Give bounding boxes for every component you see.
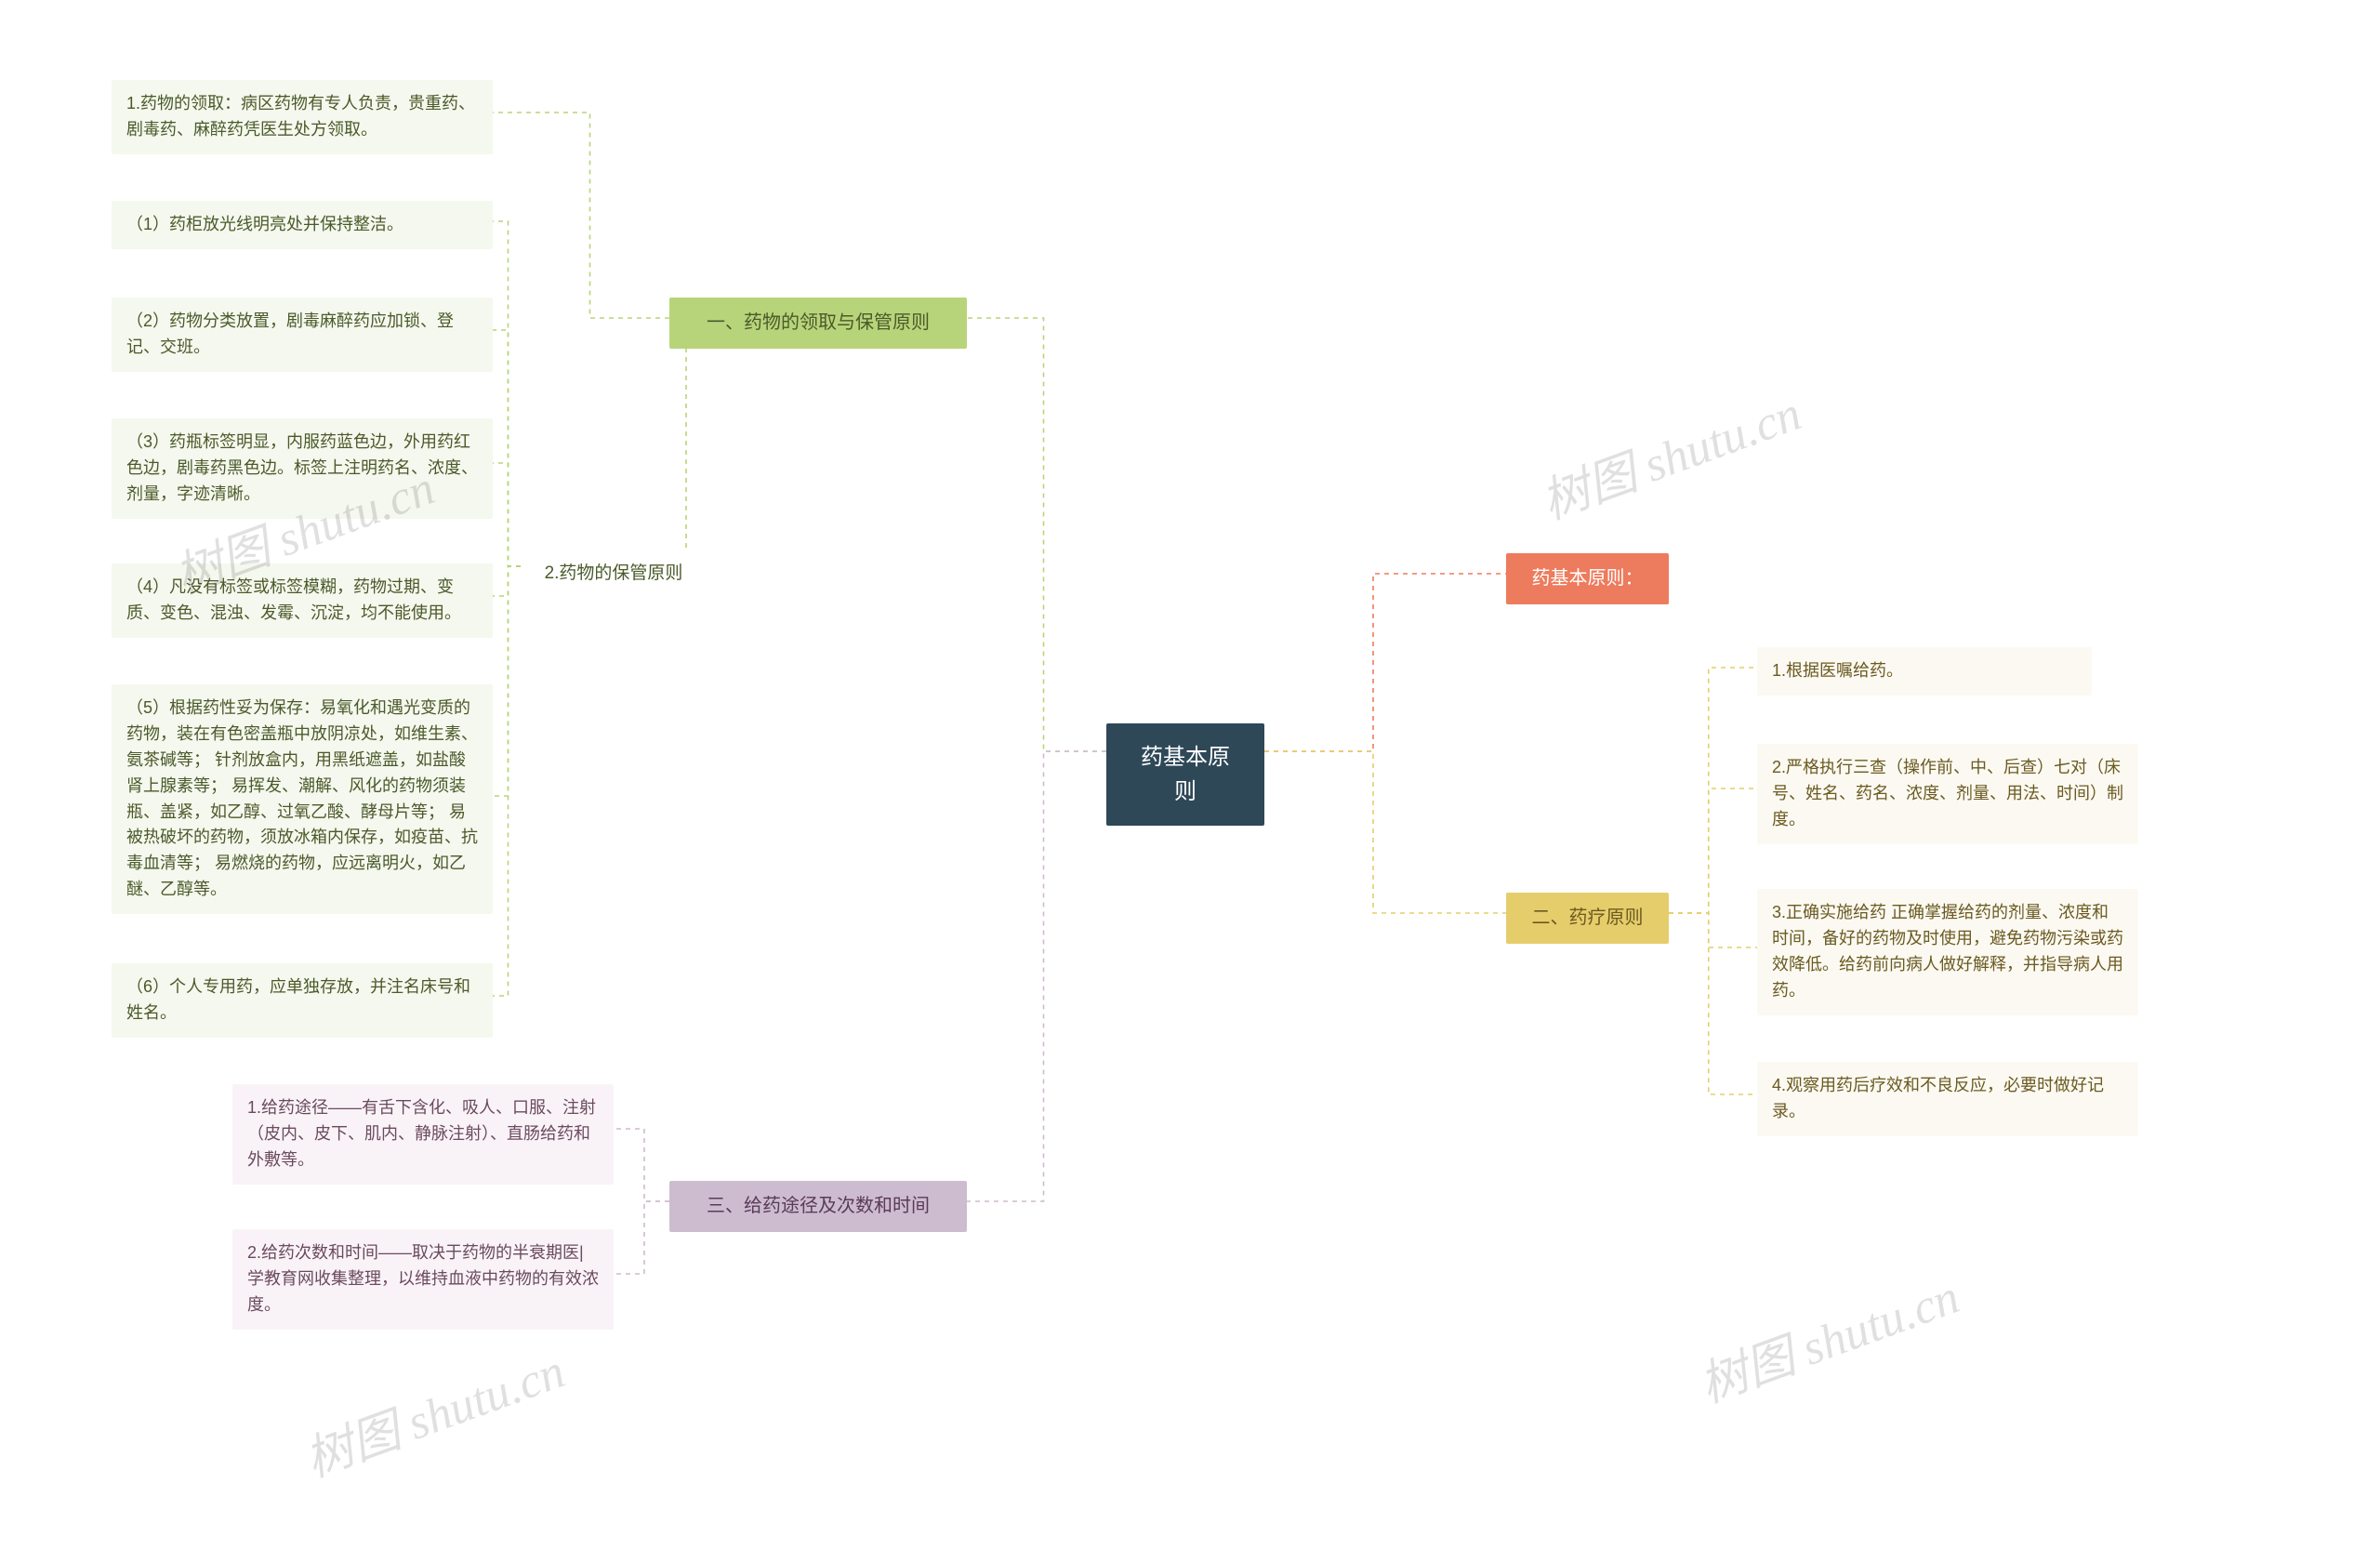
leaf-l1sub-1[interactable]: （2）药物分类放置，剧毒麻醉药应加锁、登记、交班。 [112,298,493,372]
branch-l1[interactable]: 一、药物的领取与保管原则 [669,298,967,349]
leaf-l1sub-4[interactable]: （5）根据药性妥为保存：易氧化和遇光变质的药物，装在有色密盖瓶中放阴凉处，如维生… [112,684,493,914]
mindmap-canvas: 药基本原则 药基本原则： 二、药疗原则 1.根据医嘱给药。 2.严格执行三查（操作前、… [0,0,2380,1550]
leaf-r2-1[interactable]: 2.严格执行三查（操作前、中、后查）七对（床号、姓名、药名、浓度、剂量、用法、时… [1757,744,2138,844]
leaf-l1sub-5[interactable]: （6）个人专用药，应单独存放，并注名床号和姓名。 [112,963,493,1038]
leaf-r2-2[interactable]: 3.正确实施给药 正确掌握给药的剂量、浓度和时间，备好的药物及时使用，避免药物污… [1757,889,2138,1015]
branch-r2[interactable]: 二、药疗原则 [1506,893,1669,944]
leaf-r2-0[interactable]: 1.根据医嘱给药。 [1757,647,2092,696]
leaf-r2-3[interactable]: 4.观察用药后疗效和不良反应，必要时做好记录。 [1757,1062,2138,1136]
leaf-l2-1[interactable]: 2.给药次数和时间——取决于药物的半衰期医|学教育网收集整理，以维持血液中药物的… [232,1229,614,1330]
branch-l1sub[interactable]: 2.药物的保管原则 [521,549,707,598]
leaf-l2-0[interactable]: 1.给药途径——有舌下含化、吸人、口服、注射（皮内、皮下、肌内、静脉注射）、直肠… [232,1084,614,1185]
leaf-l1sub-3[interactable]: （4）凡没有标签或标签模糊，药物过期、变质、变色、混浊、发霉、沉淀，均不能使用。 [112,563,493,638]
watermark-2: 树图 shutu.cn [1530,374,1809,532]
leaf-l1sub-0[interactable]: （1）药柜放光线明亮处并保持整洁。 [112,201,493,249]
watermark-3: 树图 shutu.cn [1688,1257,1967,1415]
branch-r1[interactable]: 药基本原则： [1506,553,1669,604]
root-node[interactable]: 药基本原则 [1106,723,1264,826]
leaf-l1-0[interactable]: 1.药物的领取：病区药物有专人负责，贵重药、剧毒药、麻醉药凭医生处方领取。 [112,80,493,154]
watermark-1: 树图 shutu.cn [294,1331,573,1490]
leaf-l1sub-2[interactable]: （3）药瓶标签明显，内服药蓝色边，外用药红色边，剧毒药黑色边。标签上注明药名、浓… [112,418,493,519]
branch-l2[interactable]: 三、给药途径及次数和时间 [669,1181,967,1232]
